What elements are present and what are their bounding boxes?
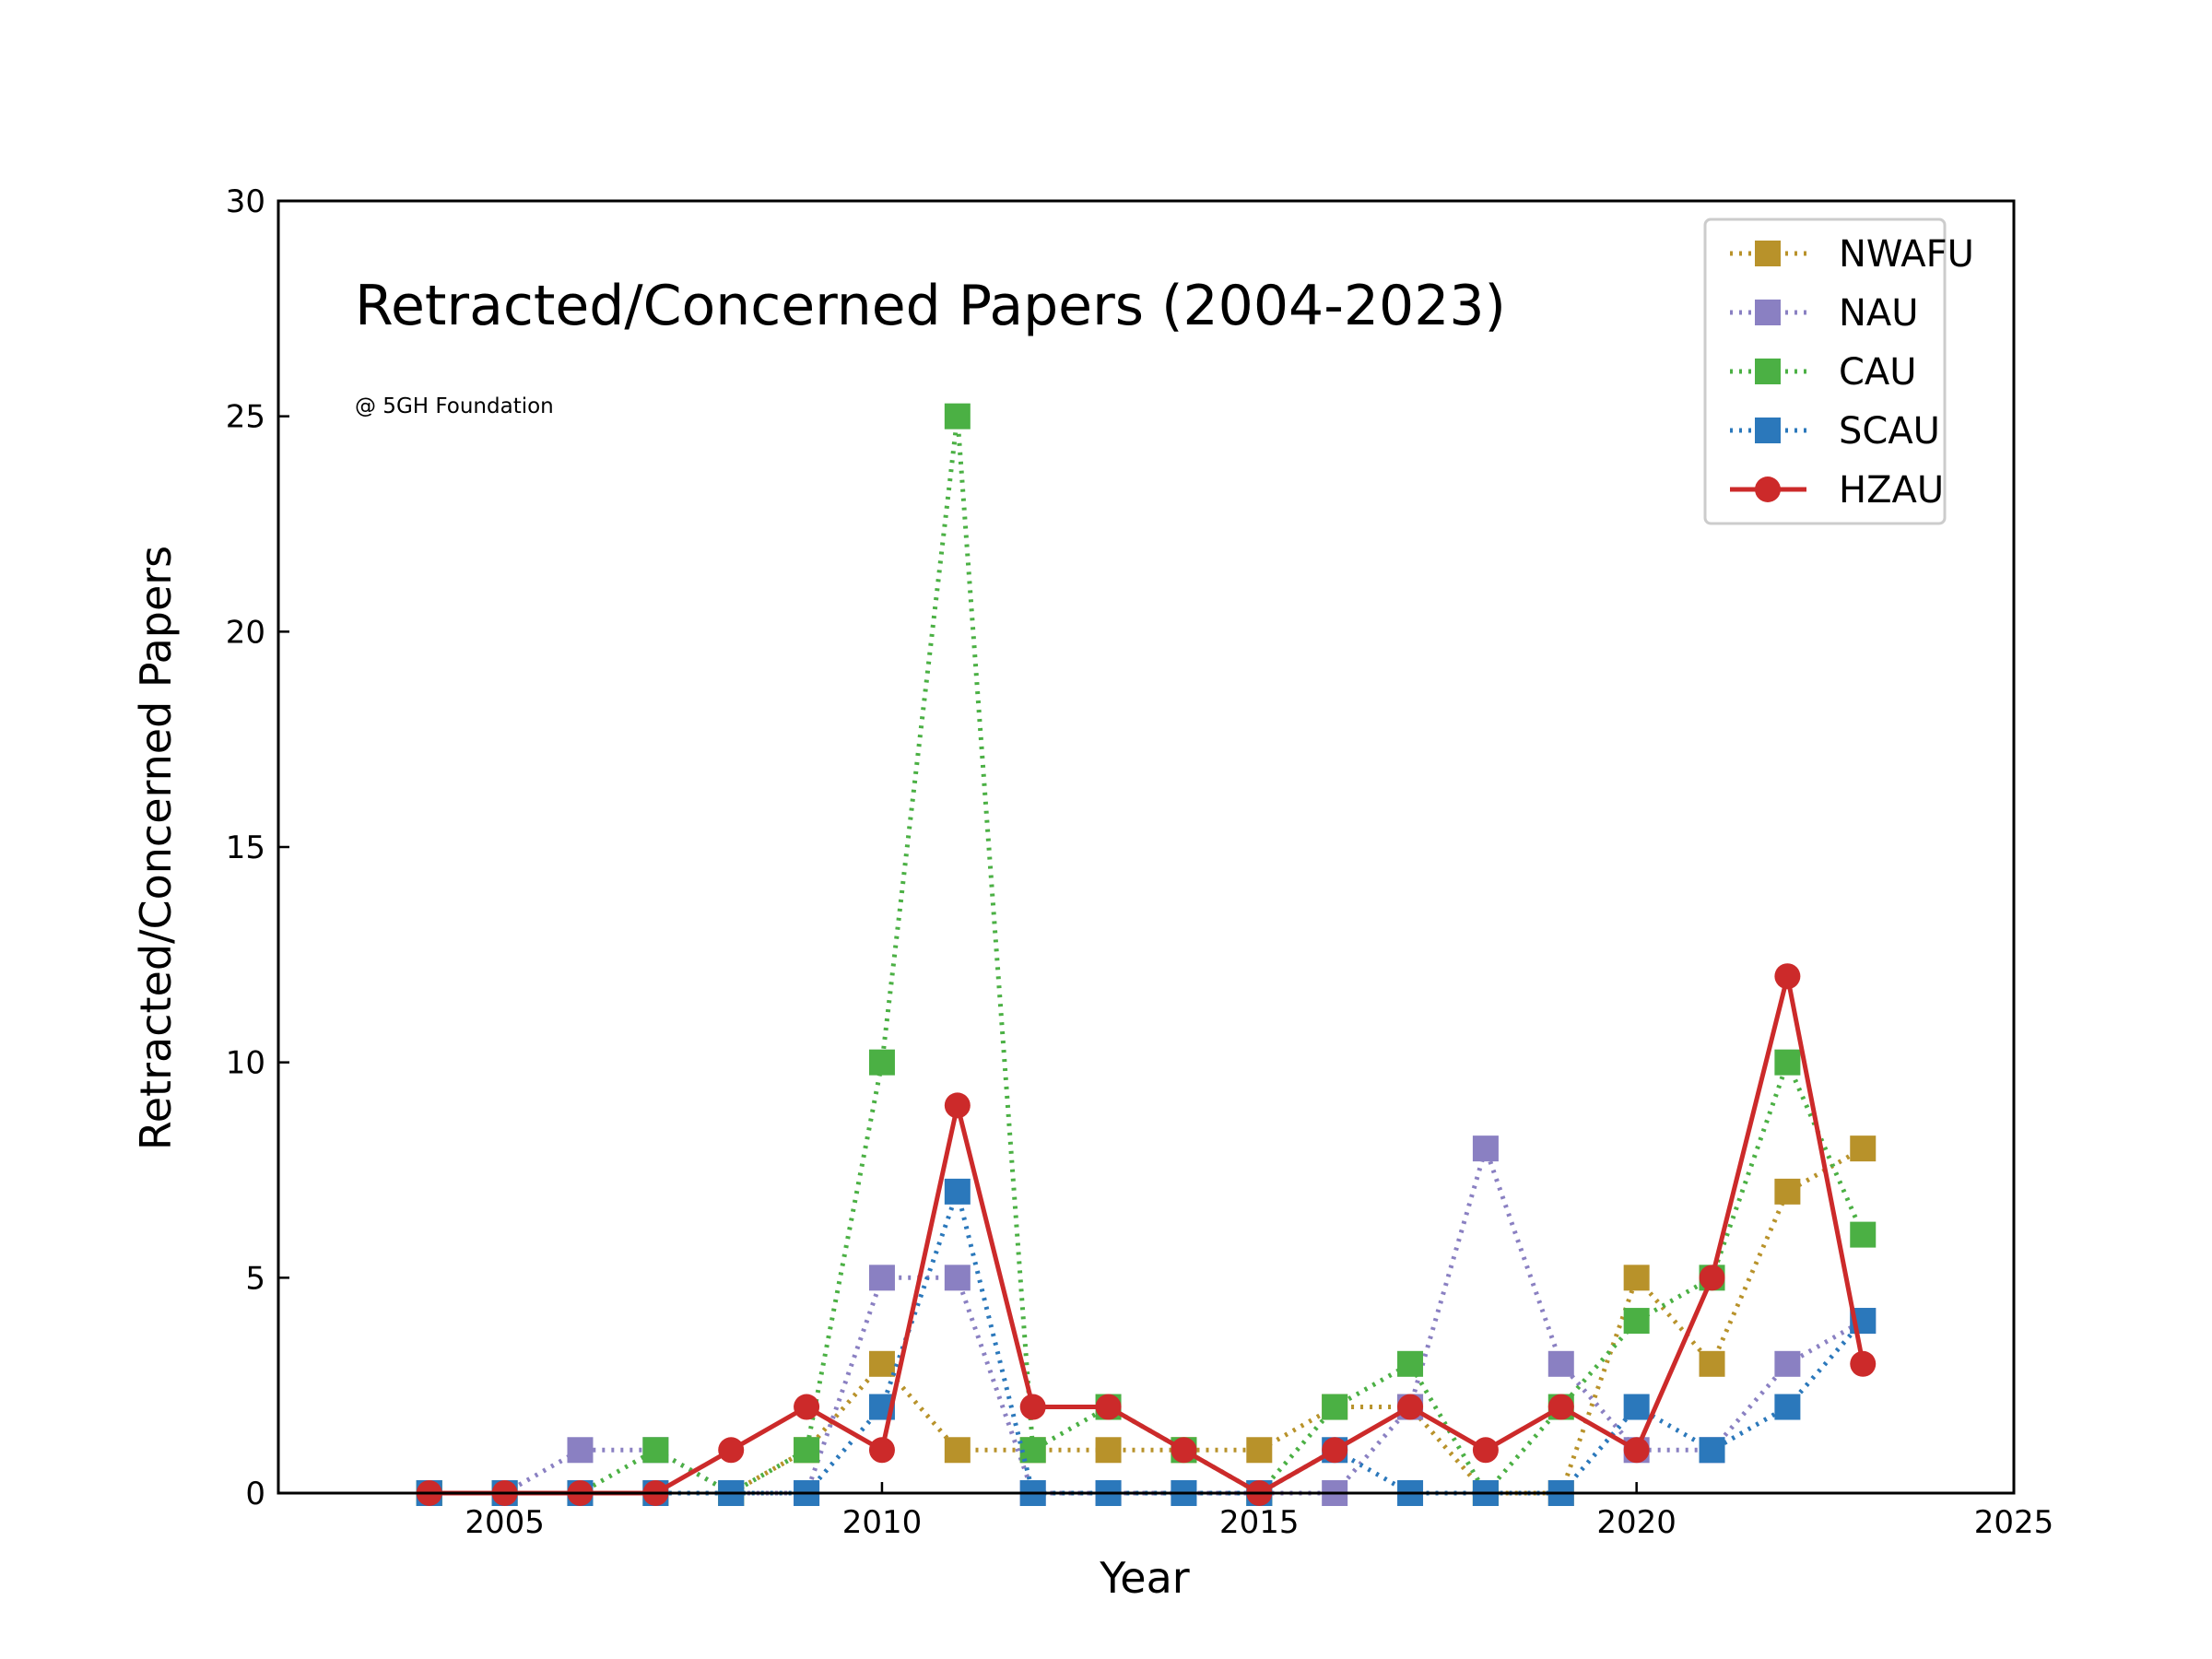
data-point: [642, 1437, 669, 1464]
legend-marker: [1755, 241, 1781, 266]
data-point: [1699, 1265, 1725, 1291]
data-point: [794, 1437, 820, 1464]
data-point: [1322, 1394, 1348, 1420]
y-tick-label: 10: [226, 1045, 265, 1082]
chart-title: Retracted/Concerned Papers (2004-2023): [355, 274, 1506, 338]
data-point: [868, 1350, 895, 1377]
data-point: [1850, 1135, 1877, 1162]
data-point: [1397, 1350, 1424, 1377]
data-point: [1095, 1394, 1122, 1420]
data-point: [794, 1394, 820, 1420]
data-point: [1171, 1437, 1197, 1464]
data-point: [1774, 963, 1801, 990]
y-tick-label: 0: [245, 1476, 265, 1512]
data-point: [718, 1437, 745, 1464]
data-point: [1850, 1221, 1877, 1248]
legend-marker: [1755, 359, 1781, 384]
data-point: [944, 1092, 971, 1119]
data-point: [868, 1049, 895, 1076]
y-tick-label: 30: [226, 183, 265, 220]
x-tick-label: 2015: [1219, 1504, 1300, 1541]
legend-item-cau: CAU: [1730, 351, 1917, 394]
y-tick-label: 25: [226, 399, 265, 436]
data-point: [1623, 1437, 1650, 1464]
legend-item-nau: NAU: [1730, 292, 1919, 335]
data-point: [1547, 1350, 1574, 1377]
data-point: [1774, 1350, 1801, 1377]
x-tick-label: 2005: [465, 1504, 545, 1541]
data-point: [944, 403, 971, 429]
legend-label: CAU: [1839, 351, 1917, 394]
y-axis-label: Retracted/Concerned Papers: [131, 546, 181, 1150]
watermark-text: @ 5GH Foundation: [355, 394, 554, 418]
data-point: [1095, 1437, 1122, 1464]
data-point: [1699, 1437, 1725, 1464]
legend-item-nwafu: NWAFU: [1730, 233, 1974, 276]
y-tick-label: 5: [245, 1260, 265, 1297]
legend-frame: [1703, 218, 1947, 525]
data-point: [1322, 1437, 1348, 1464]
legend-label: HZAU: [1839, 469, 1944, 512]
data-point: [1397, 1394, 1424, 1420]
data-point: [1019, 1394, 1046, 1420]
data-point: [1547, 1394, 1574, 1420]
data-point: [567, 1437, 594, 1464]
x-axis-label: Year: [1099, 1553, 1189, 1603]
legend-marker: [1755, 418, 1781, 443]
data-point: [1623, 1308, 1650, 1335]
data-point: [1472, 1437, 1499, 1464]
legend-marker: [1755, 300, 1781, 325]
y-tick-label: 20: [226, 614, 265, 651]
axes-frame: [276, 199, 2016, 1495]
legend-marker: [1755, 477, 1781, 502]
legend-label: NWAFU: [1839, 233, 1974, 276]
data-point: [1623, 1394, 1650, 1420]
x-tick-label: 2020: [1596, 1504, 1677, 1541]
x-tick-label: 2025: [1974, 1504, 2054, 1541]
series-line-hzau: [429, 973, 1865, 1496]
data-point: [1774, 1049, 1801, 1076]
data-point: [1850, 1350, 1877, 1377]
legend: NWAFU NAU CAU SCAU HZAU: [1703, 218, 1974, 525]
data-point: [944, 1437, 971, 1464]
data-point: [944, 1265, 971, 1291]
data-point: [1472, 1135, 1499, 1162]
legend-item-scau: SCAU: [1730, 410, 1940, 453]
data-point: [868, 1437, 895, 1464]
x-tick-label: 2010: [842, 1504, 923, 1541]
data-point: [1623, 1265, 1650, 1291]
data-point: [1774, 1394, 1801, 1420]
y-tick-label: 15: [226, 830, 265, 866]
series-hzau: [416, 963, 1877, 1506]
data-point: [1774, 1178, 1801, 1205]
legend-item-hzau: HZAU: [1730, 469, 1944, 512]
legend-label: SCAU: [1839, 410, 1940, 453]
data-point: [944, 1178, 971, 1205]
data-point: [1246, 1437, 1273, 1464]
data-point: [1699, 1350, 1725, 1377]
data-point: [868, 1265, 895, 1291]
legend-label: NAU: [1839, 292, 1919, 335]
